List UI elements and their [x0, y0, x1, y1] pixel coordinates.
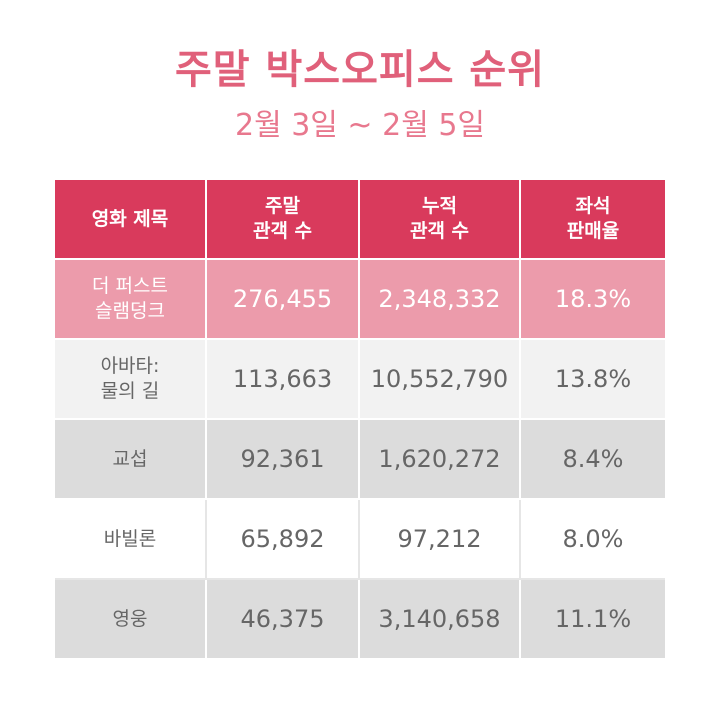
movie-title-line: 아바타: — [100, 355, 160, 377]
weekend-audience-cell: 65,892 — [206, 499, 360, 580]
table-row: 교섭 92,361 1,620,272 8.4% — [55, 419, 665, 500]
seat-rate-cell: 18.3% — [520, 259, 665, 340]
movie-title-line: 더 퍼스트 — [92, 275, 168, 297]
table-row: 더 퍼스트 슬램덩크 276,455 2,348,332 18.3% — [55, 259, 665, 340]
weekend-audience-cell: 46,375 — [206, 579, 360, 660]
movie-title-line: 슬램덩크 — [95, 300, 165, 322]
cumulative-audience-cell: 3,140,658 — [359, 579, 521, 660]
table-row: 영웅 46,375 3,140,658 11.1% — [55, 579, 665, 660]
header-label: 판매율 — [566, 220, 620, 242]
header-cumulative-audience: 누적 관객 수 — [359, 180, 521, 260]
movie-title-line: 물의 길 — [100, 380, 160, 402]
header-label: 누적 — [422, 195, 457, 217]
table-row: 아바타: 물의 길 113,663 10,552,790 13.8% — [55, 339, 665, 420]
header-seat-sales-rate: 좌석 판매율 — [520, 180, 665, 260]
header-label: 관객 수 — [252, 220, 313, 242]
header-label: 주말 — [265, 195, 300, 217]
box-office-table: 영화 제목 주말 관객 수 누적 관객 수 좌석 판매율 더 퍼스트 — [55, 180, 665, 660]
cumulative-audience-cell: 10,552,790 — [359, 339, 521, 420]
seat-rate-cell: 8.0% — [520, 499, 665, 580]
movie-title-cell: 아바타: 물의 길 — [55, 339, 207, 420]
date-range-subtitle: 2월 3일 ~ 2월 5일 — [234, 108, 486, 143]
cumulative-audience-cell: 97,212 — [359, 499, 521, 580]
cumulative-audience-cell: 1,620,272 — [359, 419, 521, 500]
movie-title-cell: 더 퍼스트 슬램덩크 — [55, 259, 207, 340]
table-row: 바빌론 65,892 97,212 8.0% — [55, 499, 665, 580]
weekend-audience-cell: 92,361 — [206, 419, 360, 500]
table-header-row: 영화 제목 주말 관객 수 누적 관객 수 좌석 판매율 — [55, 180, 665, 260]
movie-title-cell: 교섭 — [55, 419, 207, 500]
header-label: 영화 제목 — [91, 207, 169, 230]
header-label: 관객 수 — [409, 220, 470, 242]
movie-title-cell: 영웅 — [55, 579, 207, 660]
weekend-audience-cell: 113,663 — [206, 339, 360, 420]
movie-title-cell: 바빌론 — [55, 499, 207, 580]
cumulative-audience-cell: 2,348,332 — [359, 259, 521, 340]
seat-rate-cell: 8.4% — [520, 419, 665, 500]
seat-rate-cell: 13.8% — [520, 339, 665, 420]
page-title: 주말 박스오피스 순위 — [174, 47, 546, 93]
header-movie-title: 영화 제목 — [55, 180, 207, 260]
header-weekend-audience: 주말 관객 수 — [206, 180, 360, 260]
header-label: 좌석 — [575, 195, 611, 217]
weekend-audience-cell: 276,455 — [206, 259, 360, 340]
seat-rate-cell: 11.1% — [520, 579, 665, 660]
